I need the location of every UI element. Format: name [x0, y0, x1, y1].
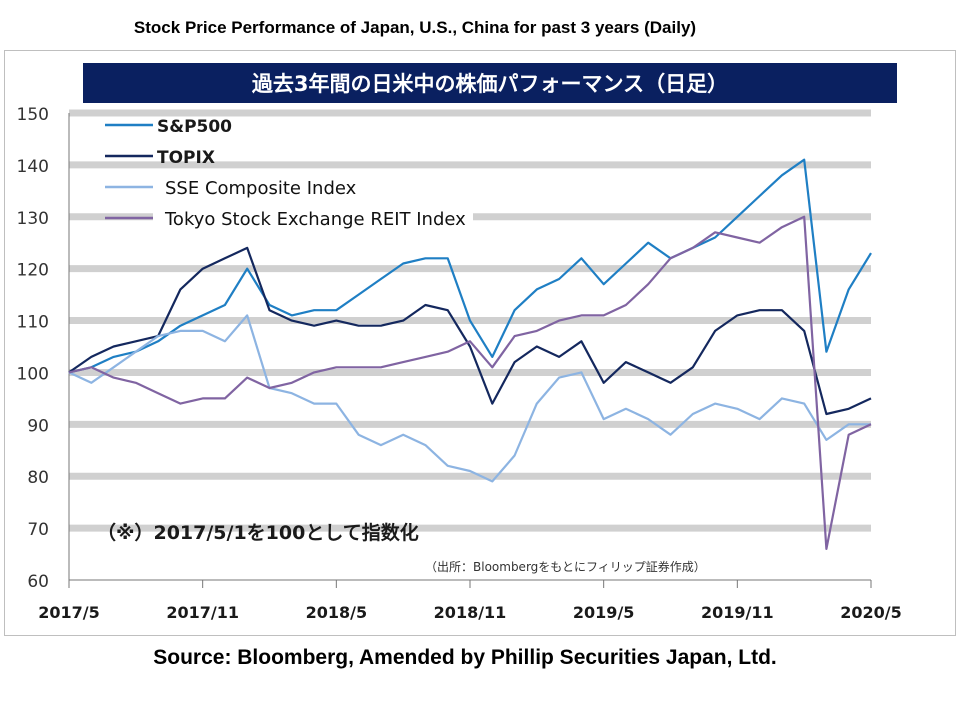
index-annotation: （※）2017/5/1を100として指数化: [97, 521, 419, 544]
x-tick-label: 2017/11: [166, 603, 239, 622]
legend-background: [153, 170, 473, 200]
y-axis: 150 140 130 120 110 100 90 80 70 60: [17, 105, 70, 592]
y-tick-label: 150: [17, 105, 49, 125]
y-tick-label: 110: [17, 313, 49, 333]
series-line: [68, 158, 872, 374]
y-tick-label: 80: [27, 468, 49, 488]
x-axis: 2017/5 2017/11 2018/5 2018/11 2019/5 2019/11 2…: [38, 579, 902, 622]
page-title: Stock Price Performance of Japan, U.S., …: [133, 18, 697, 37]
y-tick-label: 90: [27, 416, 49, 436]
x-tick-label: 2019/5: [573, 603, 635, 622]
chart-title: 過去3年間の日米中の株価パフォーマンス（日足）: [252, 72, 728, 96]
x-tick-label: 2020/5: [840, 603, 902, 622]
legend-label: SSE Composite Index: [165, 178, 357, 199]
chart-frame: 過去3年間の日米中の株価パフォーマンス（日足） 150 140 130 120 110 1…: [4, 50, 956, 636]
x-tick-label: 2018/11: [434, 603, 507, 622]
series-line: [68, 215, 872, 550]
legend-label: TOPIX: [157, 148, 215, 168]
y-tick-label: 100: [17, 364, 49, 384]
x-tick-label: 2018/5: [306, 603, 368, 622]
y-tick-label: 60: [27, 572, 49, 592]
line-chart: 過去3年間の日米中の株価パフォーマンス（日足） 1501401301201101…: [17, 63, 902, 622]
x-tick-label: 2017/5: [38, 603, 100, 622]
legend-background: [153, 201, 473, 231]
y-tick-label: 70: [27, 520, 49, 540]
x-tick-label: 2019/11: [701, 603, 774, 622]
legend-label: Tokyo Stock Exchange REIT Index: [164, 209, 466, 230]
y-tick-label: 140: [17, 157, 49, 177]
series-lines: [68, 158, 872, 550]
data-credit: （出所：Bloombergをもとにフィリップ証券作成）: [425, 559, 706, 574]
y-tick-label: 130: [17, 209, 49, 229]
legend-label: S&P500: [157, 117, 232, 137]
series-line: [68, 246, 872, 416]
y-tick-label: 120: [17, 261, 49, 281]
chart-title-banner: [83, 63, 897, 103]
series-line: [68, 314, 871, 483]
legend: S&P500 TOPIX SSE Composite Index Tokyo Stoc…: [105, 117, 473, 231]
source-note: Source: Bloomberg, Amended by Phillip Se…: [153, 646, 777, 669]
